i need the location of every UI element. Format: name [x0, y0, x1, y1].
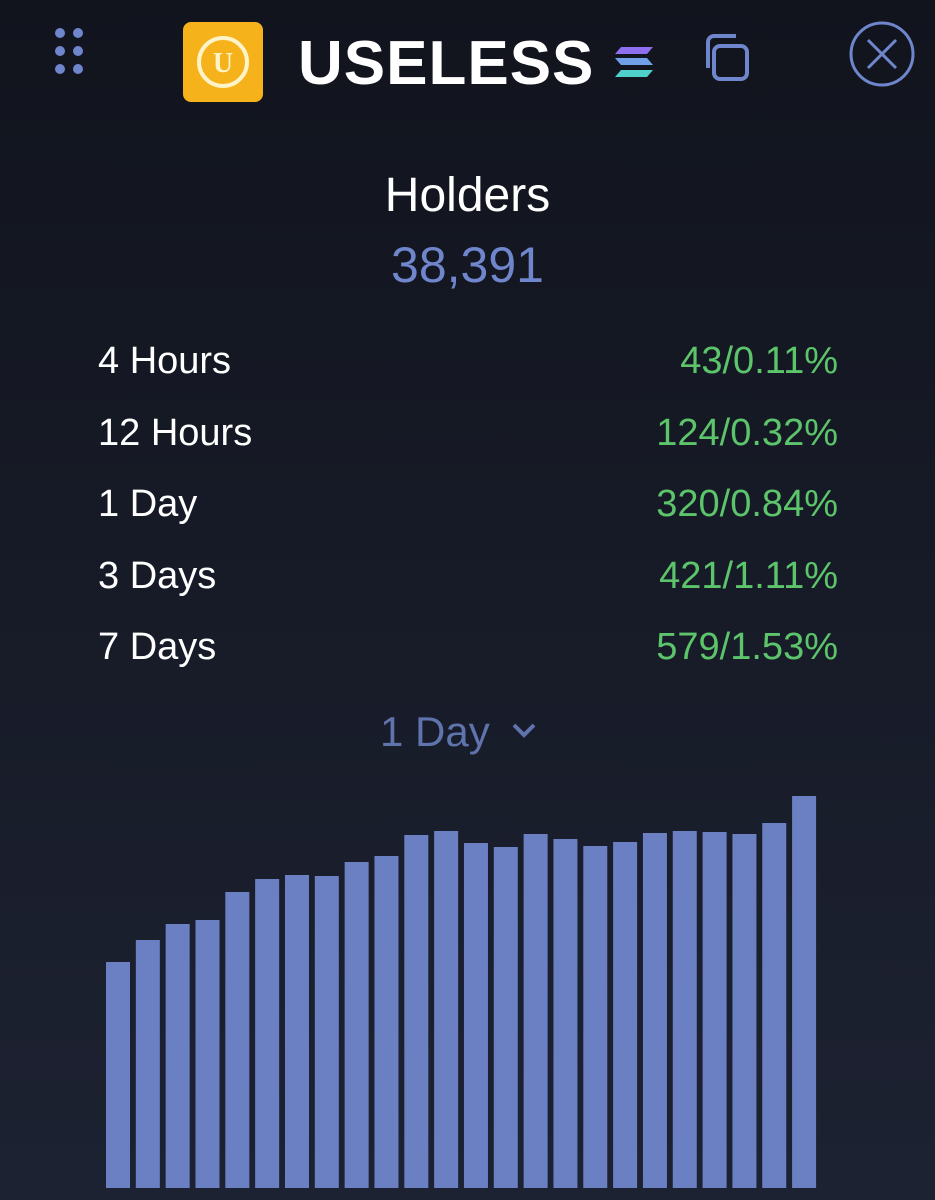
bar — [195, 920, 220, 1188]
bar — [523, 834, 548, 1188]
bar — [732, 834, 757, 1188]
stat-period: 1 Day — [98, 483, 198, 525]
stat-period: 7 Days — [98, 626, 217, 668]
stat-period: 4 Hours — [98, 340, 232, 382]
bar — [792, 796, 817, 1188]
bar — [672, 831, 697, 1188]
stat-row: 3 Days 421/1.11% — [98, 555, 838, 598]
stat-change: 320/0.84% — [656, 483, 838, 525]
bar — [284, 875, 309, 1188]
bar — [374, 856, 399, 1188]
bar — [702, 832, 727, 1188]
holders-value: 38,391 — [391, 237, 544, 293]
bar — [583, 846, 608, 1188]
stat-row: 7 Days 579/1.53% — [98, 626, 838, 669]
bar — [434, 831, 459, 1188]
chain-icon — [615, 47, 653, 77]
copy-icon[interactable] — [700, 32, 752, 82]
bar — [642, 833, 667, 1188]
period-selector-label: 1 Day — [380, 708, 490, 755]
stat-change: 124/0.32% — [656, 411, 838, 454]
close-button[interactable] — [848, 20, 916, 88]
stat-row: 1 Day 320/0.84% — [98, 483, 838, 526]
bar — [225, 892, 250, 1188]
bar — [553, 839, 578, 1188]
token-name: USELESS — [298, 29, 595, 98]
stat-row: 12 Hours 124/0.32% — [98, 412, 838, 455]
chart — [106, 796, 817, 1188]
bar — [165, 924, 190, 1188]
bar — [762, 823, 787, 1188]
bar — [344, 862, 369, 1188]
bar — [255, 879, 280, 1188]
bar — [404, 835, 429, 1188]
stat-period: 3 Days — [98, 554, 217, 597]
period-selector[interactable]: 1 Day — [380, 708, 550, 756]
bar — [463, 843, 488, 1188]
bar — [106, 962, 130, 1188]
token-logo: U — [183, 22, 263, 102]
bar — [493, 847, 518, 1188]
bar — [314, 876, 339, 1188]
stat-row: 4 Hours 43/0.11% — [98, 340, 838, 383]
svg-text:U: U — [213, 48, 233, 79]
bar — [613, 842, 638, 1188]
stat-change: 421/1.11% — [659, 554, 838, 597]
bar — [135, 940, 160, 1188]
stat-change: 43/0.11% — [680, 340, 838, 382]
stat-period: 12 Hours — [98, 411, 253, 454]
holders-label: Holders — [384, 169, 551, 222]
stat-change: 579/1.53% — [656, 626, 838, 668]
menu-icon[interactable] — [52, 25, 92, 81]
chevron — [512, 723, 536, 738]
